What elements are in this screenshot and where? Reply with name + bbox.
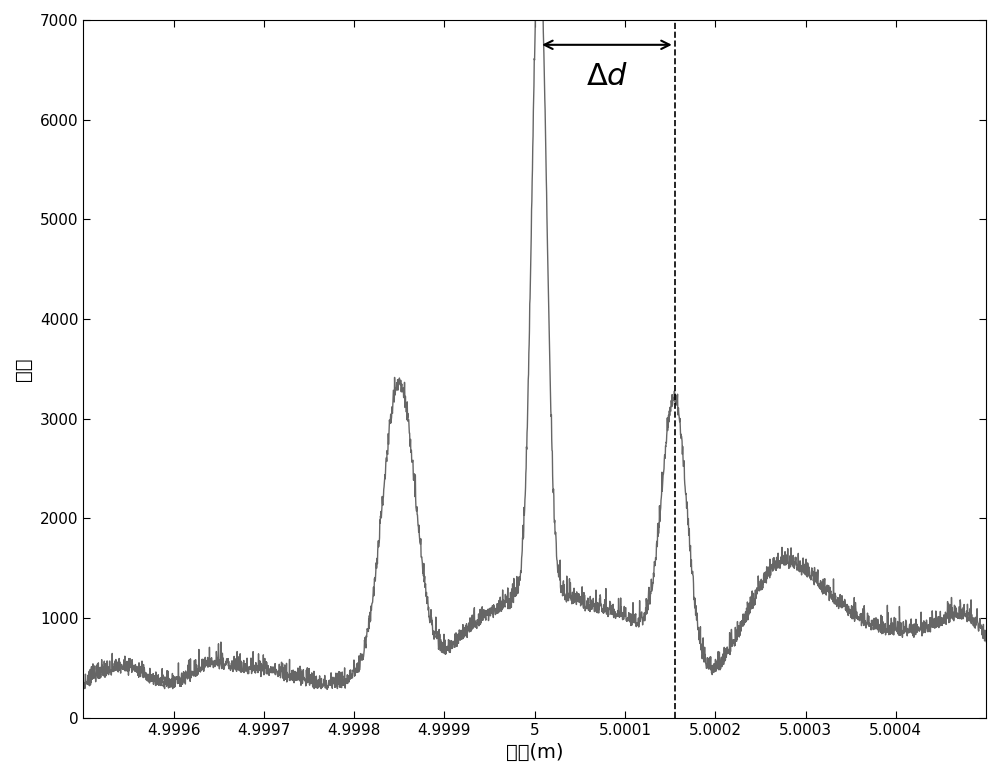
Y-axis label: 幅度: 幅度	[14, 357, 33, 380]
Text: $\Delta d$: $\Delta d$	[586, 61, 628, 92]
X-axis label: 距离(m): 距离(m)	[506, 743, 563, 762]
